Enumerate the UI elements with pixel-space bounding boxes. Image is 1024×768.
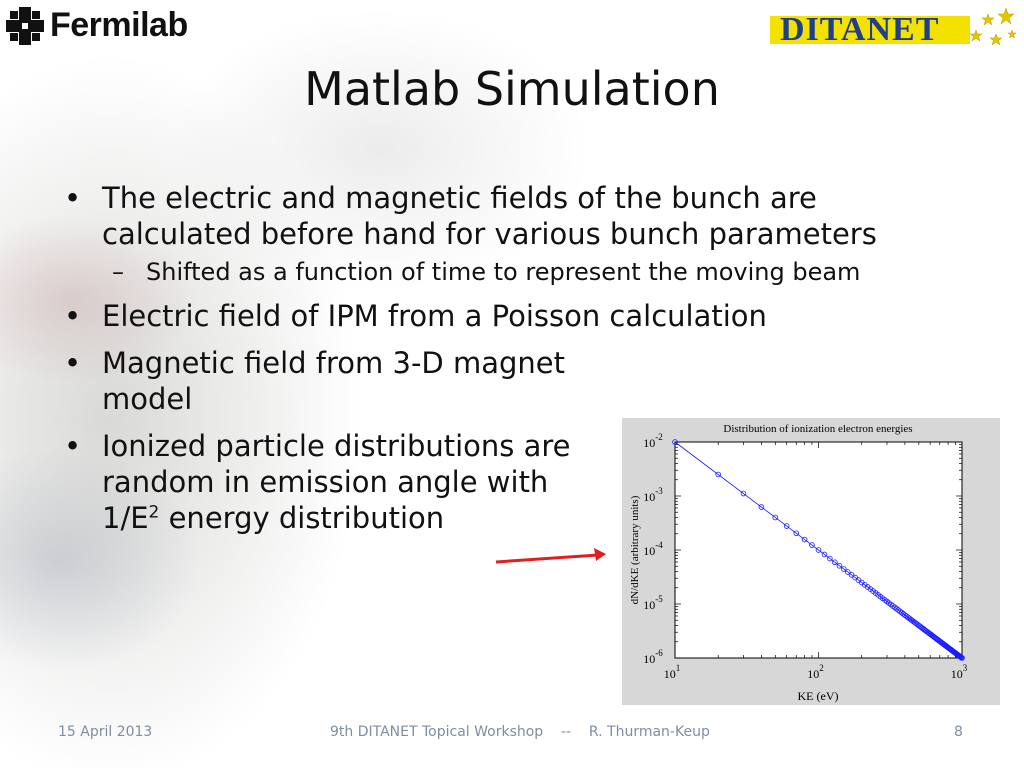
bullet-electric-field: • Electric field of IPM from a Poisson c…	[60, 298, 950, 334]
ditanet-logo-text: DITANET	[780, 11, 940, 48]
y-tick-label: 10-3	[643, 486, 663, 504]
footer-event: 9th DITANET Topical Workshop -- R. Thurm…	[330, 724, 710, 740]
fermilab-logo: Fermilab	[6, 6, 188, 45]
y-tick-label: 10-5	[643, 594, 663, 612]
data-point	[844, 569, 851, 575]
x-tick-label: 102	[807, 663, 824, 681]
data-point	[848, 572, 855, 578]
bullet-fields-precalculated: • The electric and magnetic fields of th…	[60, 180, 950, 252]
bullet-marker: •	[64, 429, 82, 463]
sub-bullet-shifted: – Shifted as a function of time to repre…	[60, 256, 950, 288]
bullet-marker: •	[64, 299, 82, 333]
y-tick-label: 10-6	[643, 648, 663, 666]
bullet-text: Magnetic field from 3-D magnet model	[102, 346, 565, 416]
chart-y-axis-label: dN/dKE (arbitrary units)	[629, 495, 641, 604]
bullet-marker: •	[64, 346, 82, 380]
energy-distribution-chart: Distribution of ionization electron ener…	[622, 418, 1000, 705]
ditanet-logo-band	[770, 16, 970, 44]
bullet-magnetic-field: • Magnetic field from 3-D magnet model	[60, 345, 612, 417]
sub-bullet-text: Shifted as a function of time to represe…	[146, 258, 861, 286]
bullet-text-line1: Ionized particle distributions are	[102, 429, 571, 463]
footer-page-number: 8	[954, 724, 963, 740]
bullet-text-line2: random in emission angle with	[102, 465, 549, 499]
data-point	[715, 471, 721, 478]
data-point	[832, 559, 838, 566]
footer-date: 15 April 2013	[58, 724, 153, 740]
chart-x-axis-label: KE (eV)	[798, 689, 839, 703]
sub-bullet-marker: –	[112, 258, 124, 286]
data-point	[815, 547, 822, 553]
chart-title: Distribution of ionization electron ener…	[723, 423, 912, 435]
y-tick-label: 10-4	[643, 540, 663, 558]
data-point	[740, 490, 747, 497]
data-point	[959, 655, 965, 661]
data-point	[957, 654, 964, 660]
bullet-text-line3-pre: 1/E	[102, 501, 149, 535]
star-cluster-icon	[969, 7, 1017, 46]
x-tick-label: 101	[664, 663, 681, 681]
slide-title: Matlab Simulation	[304, 62, 720, 116]
data-point	[672, 439, 678, 445]
data-point	[840, 566, 847, 572]
data-point	[827, 555, 833, 562]
data-point	[783, 523, 790, 529]
data-point	[836, 562, 843, 569]
bullet-particle-distribution: • Ionized particle distributions are ran…	[60, 428, 662, 536]
data-point	[772, 514, 779, 521]
data-point	[793, 530, 800, 537]
data-point	[893, 605, 900, 612]
bullet-marker: •	[64, 181, 82, 215]
fermilab-logo-icon	[6, 6, 44, 45]
bullet-text: The electric and magnetic fields of the …	[102, 181, 877, 251]
y-tick-label: 10-2	[643, 432, 663, 450]
data-point	[801, 536, 808, 543]
red-arrow-icon	[495, 548, 606, 564]
chart-svg: Distribution of ionization electron ener…	[629, 423, 968, 703]
data-point	[891, 604, 898, 611]
ditanet-logo: DITANET	[770, 4, 1018, 54]
data-point	[958, 654, 965, 661]
slide-body: • The electric and magnetic fields of th…	[60, 180, 950, 536]
bullet-text-line3-post: energy distribution	[159, 501, 445, 535]
bullet-text: Electric field of IPM from a Poisson cal…	[102, 299, 767, 333]
exponent-superscript: 2	[148, 502, 160, 523]
fermilab-logo-text: Fermilab	[50, 6, 188, 44]
data-point	[821, 551, 828, 558]
data-point	[809, 542, 815, 548]
x-tick-label: 103	[951, 663, 968, 681]
data-point	[758, 504, 765, 510]
